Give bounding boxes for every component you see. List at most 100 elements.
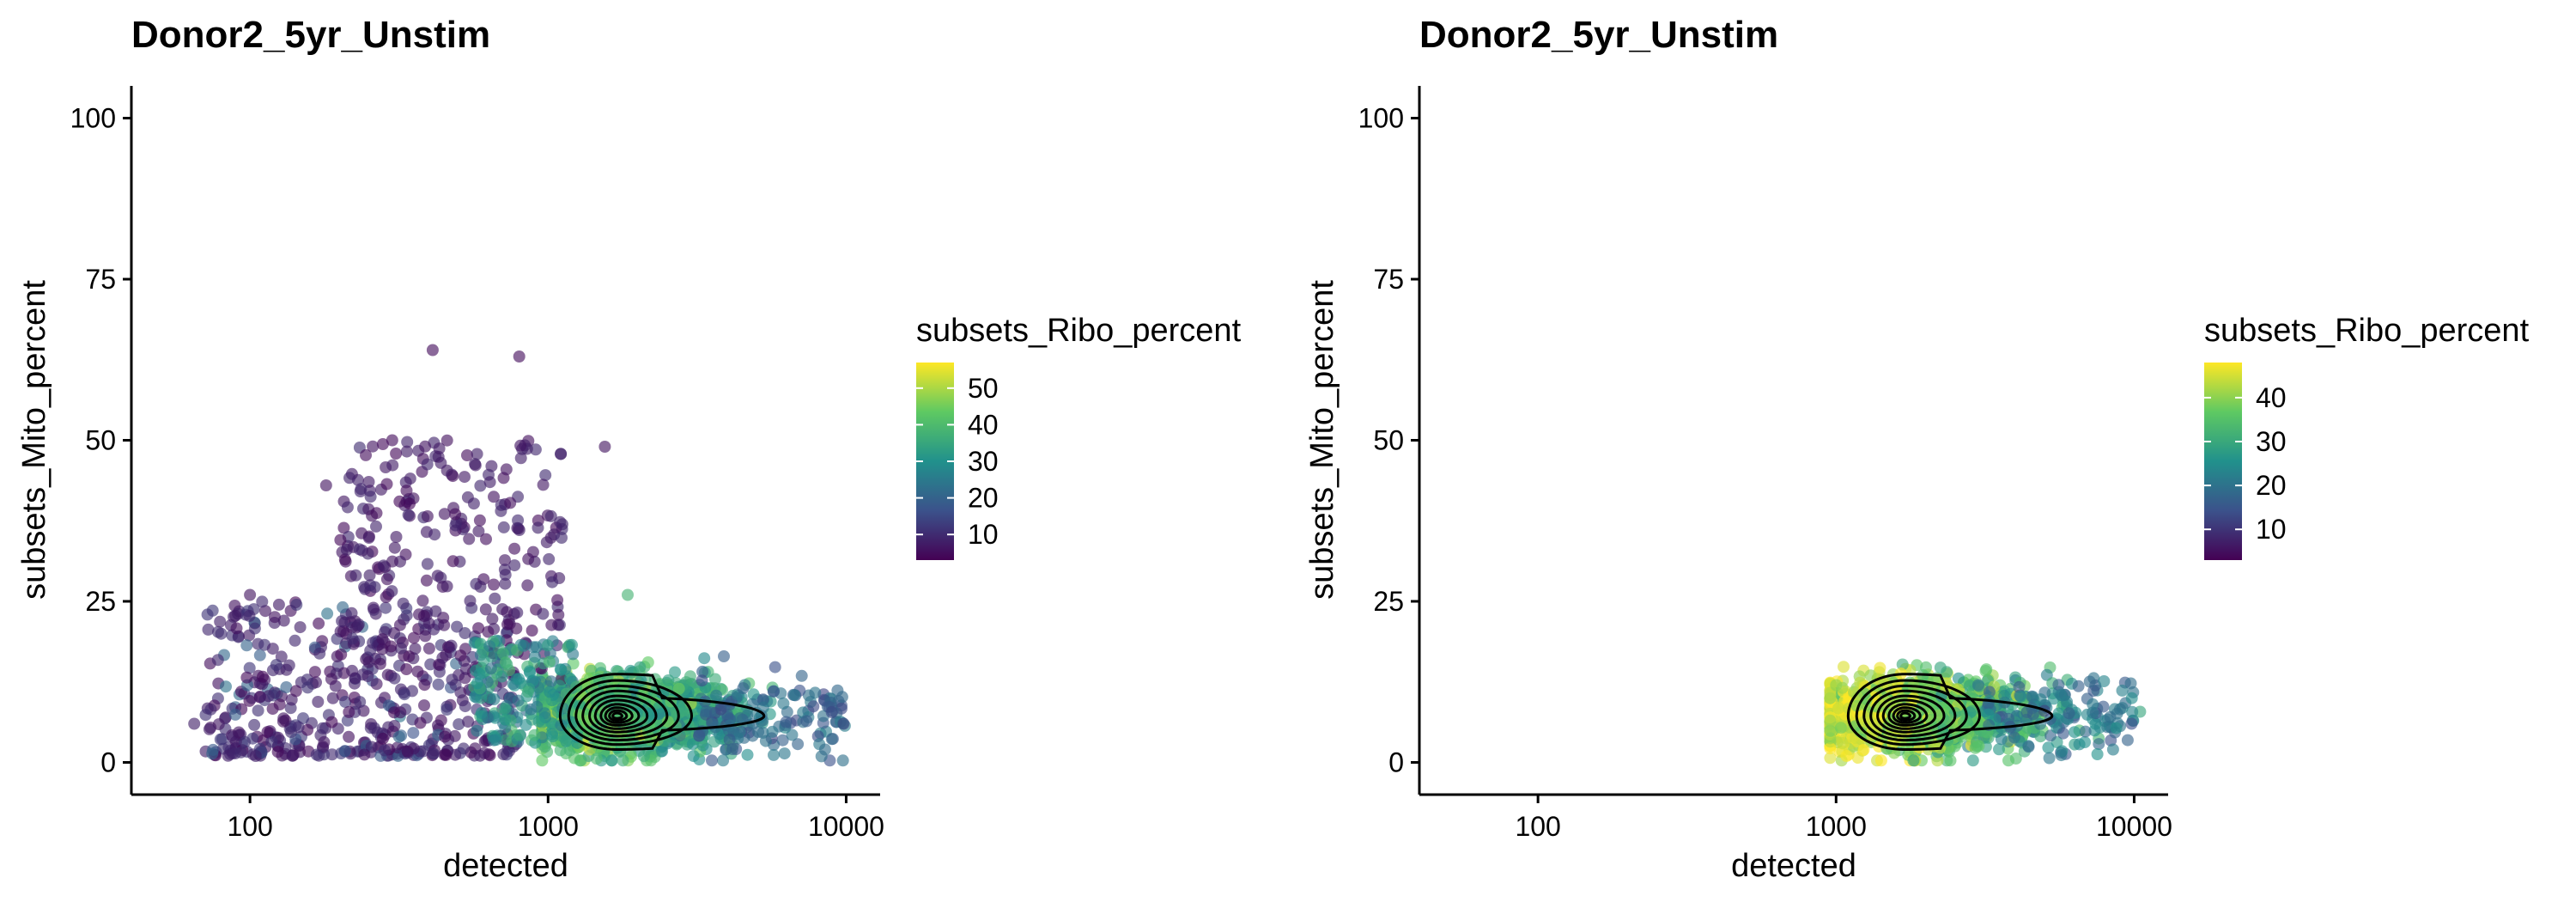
data-point bbox=[337, 625, 349, 637]
data-point bbox=[471, 677, 483, 690]
data-point bbox=[1824, 714, 1837, 727]
data-point bbox=[726, 743, 738, 755]
points-layer bbox=[188, 344, 851, 767]
data-point bbox=[401, 745, 414, 758]
data-point bbox=[2069, 726, 2081, 739]
data-point bbox=[188, 717, 201, 730]
legend-tick-label: 30 bbox=[2256, 426, 2287, 457]
legend-tick-label: 30 bbox=[968, 446, 999, 477]
data-point bbox=[401, 436, 414, 448]
data-point bbox=[554, 744, 567, 757]
data-point bbox=[475, 707, 488, 719]
data-point bbox=[2013, 734, 2026, 747]
data-point bbox=[780, 716, 793, 728]
data-point bbox=[2097, 700, 2110, 713]
data-point bbox=[422, 617, 435, 630]
data-point bbox=[558, 731, 571, 744]
data-point bbox=[2055, 688, 2068, 701]
data-point bbox=[488, 578, 500, 591]
y-tick-label: 50 bbox=[1373, 425, 1404, 456]
data-point bbox=[741, 748, 754, 761]
data-point bbox=[544, 509, 557, 522]
data-point bbox=[370, 520, 382, 533]
data-point bbox=[1836, 737, 1849, 749]
data-point bbox=[270, 659, 283, 671]
data-point bbox=[508, 559, 521, 572]
data-point bbox=[312, 696, 325, 708]
data-point bbox=[388, 706, 400, 719]
data-point bbox=[2052, 679, 2065, 692]
data-point bbox=[1971, 679, 1984, 692]
legend-tick-label: 20 bbox=[968, 483, 999, 514]
data-point bbox=[473, 667, 486, 680]
data-point bbox=[1824, 742, 1837, 755]
data-point bbox=[419, 440, 432, 453]
data-point bbox=[272, 598, 285, 611]
data-point bbox=[321, 607, 334, 620]
data-point bbox=[489, 592, 501, 605]
data-point bbox=[239, 735, 251, 748]
data-point bbox=[287, 748, 300, 761]
data-point bbox=[2002, 754, 2014, 767]
data-point bbox=[447, 555, 459, 568]
data-point bbox=[233, 726, 246, 739]
data-point bbox=[310, 748, 323, 761]
data-point bbox=[400, 445, 413, 458]
data-point bbox=[413, 608, 425, 621]
data-point bbox=[499, 554, 511, 567]
data-point bbox=[403, 650, 416, 663]
data-point bbox=[301, 681, 314, 694]
data-point bbox=[337, 600, 349, 613]
data-point bbox=[524, 667, 537, 679]
data-point bbox=[418, 679, 431, 692]
data-point bbox=[2125, 717, 2138, 730]
data-point bbox=[402, 509, 415, 521]
data-point bbox=[267, 689, 280, 702]
data-point bbox=[498, 564, 511, 576]
data-point bbox=[417, 745, 430, 758]
data-point bbox=[339, 745, 351, 758]
data-point bbox=[802, 689, 815, 702]
legend-ticks: 10 20 30 40 50 bbox=[916, 373, 999, 550]
data-point bbox=[248, 718, 261, 731]
data-point bbox=[313, 617, 325, 630]
data-point bbox=[1982, 708, 1995, 721]
data-point bbox=[316, 722, 329, 734]
density-contour bbox=[1892, 706, 1922, 724]
data-point bbox=[489, 734, 502, 747]
data-point bbox=[2034, 730, 2047, 743]
y-tick-label: 100 bbox=[1358, 103, 1404, 134]
x-tick-label: 100 bbox=[1515, 811, 1560, 842]
data-point bbox=[367, 440, 380, 453]
y-axis-label: subsets_Mito_percent bbox=[16, 280, 52, 600]
data-point bbox=[544, 675, 557, 688]
data-point bbox=[513, 350, 526, 363]
legend-tick-label: 40 bbox=[2256, 382, 2287, 413]
x-tick-label: 10000 bbox=[808, 811, 884, 842]
data-point bbox=[500, 463, 513, 476]
data-point bbox=[563, 744, 576, 757]
y-tick-label: 75 bbox=[1373, 264, 1404, 295]
data-point bbox=[345, 606, 358, 619]
density-contour bbox=[611, 711, 623, 720]
data-point bbox=[434, 456, 447, 469]
data-point bbox=[459, 627, 471, 639]
data-point bbox=[503, 692, 516, 704]
data-point bbox=[486, 613, 499, 625]
data-point bbox=[421, 558, 434, 570]
y-tick-label: 0 bbox=[100, 747, 116, 778]
data-point bbox=[2093, 738, 2105, 751]
data-point bbox=[364, 491, 377, 503]
data-point bbox=[343, 705, 355, 718]
data-point bbox=[522, 552, 535, 565]
data-point bbox=[637, 750, 650, 763]
data-point bbox=[202, 623, 215, 636]
data-point bbox=[532, 715, 545, 728]
data-point bbox=[1963, 680, 1976, 692]
data-point bbox=[370, 678, 383, 691]
data-point bbox=[214, 615, 227, 628]
data-point bbox=[404, 472, 416, 485]
data-point bbox=[374, 657, 386, 670]
data-point bbox=[622, 588, 634, 601]
data-point bbox=[362, 476, 375, 488]
